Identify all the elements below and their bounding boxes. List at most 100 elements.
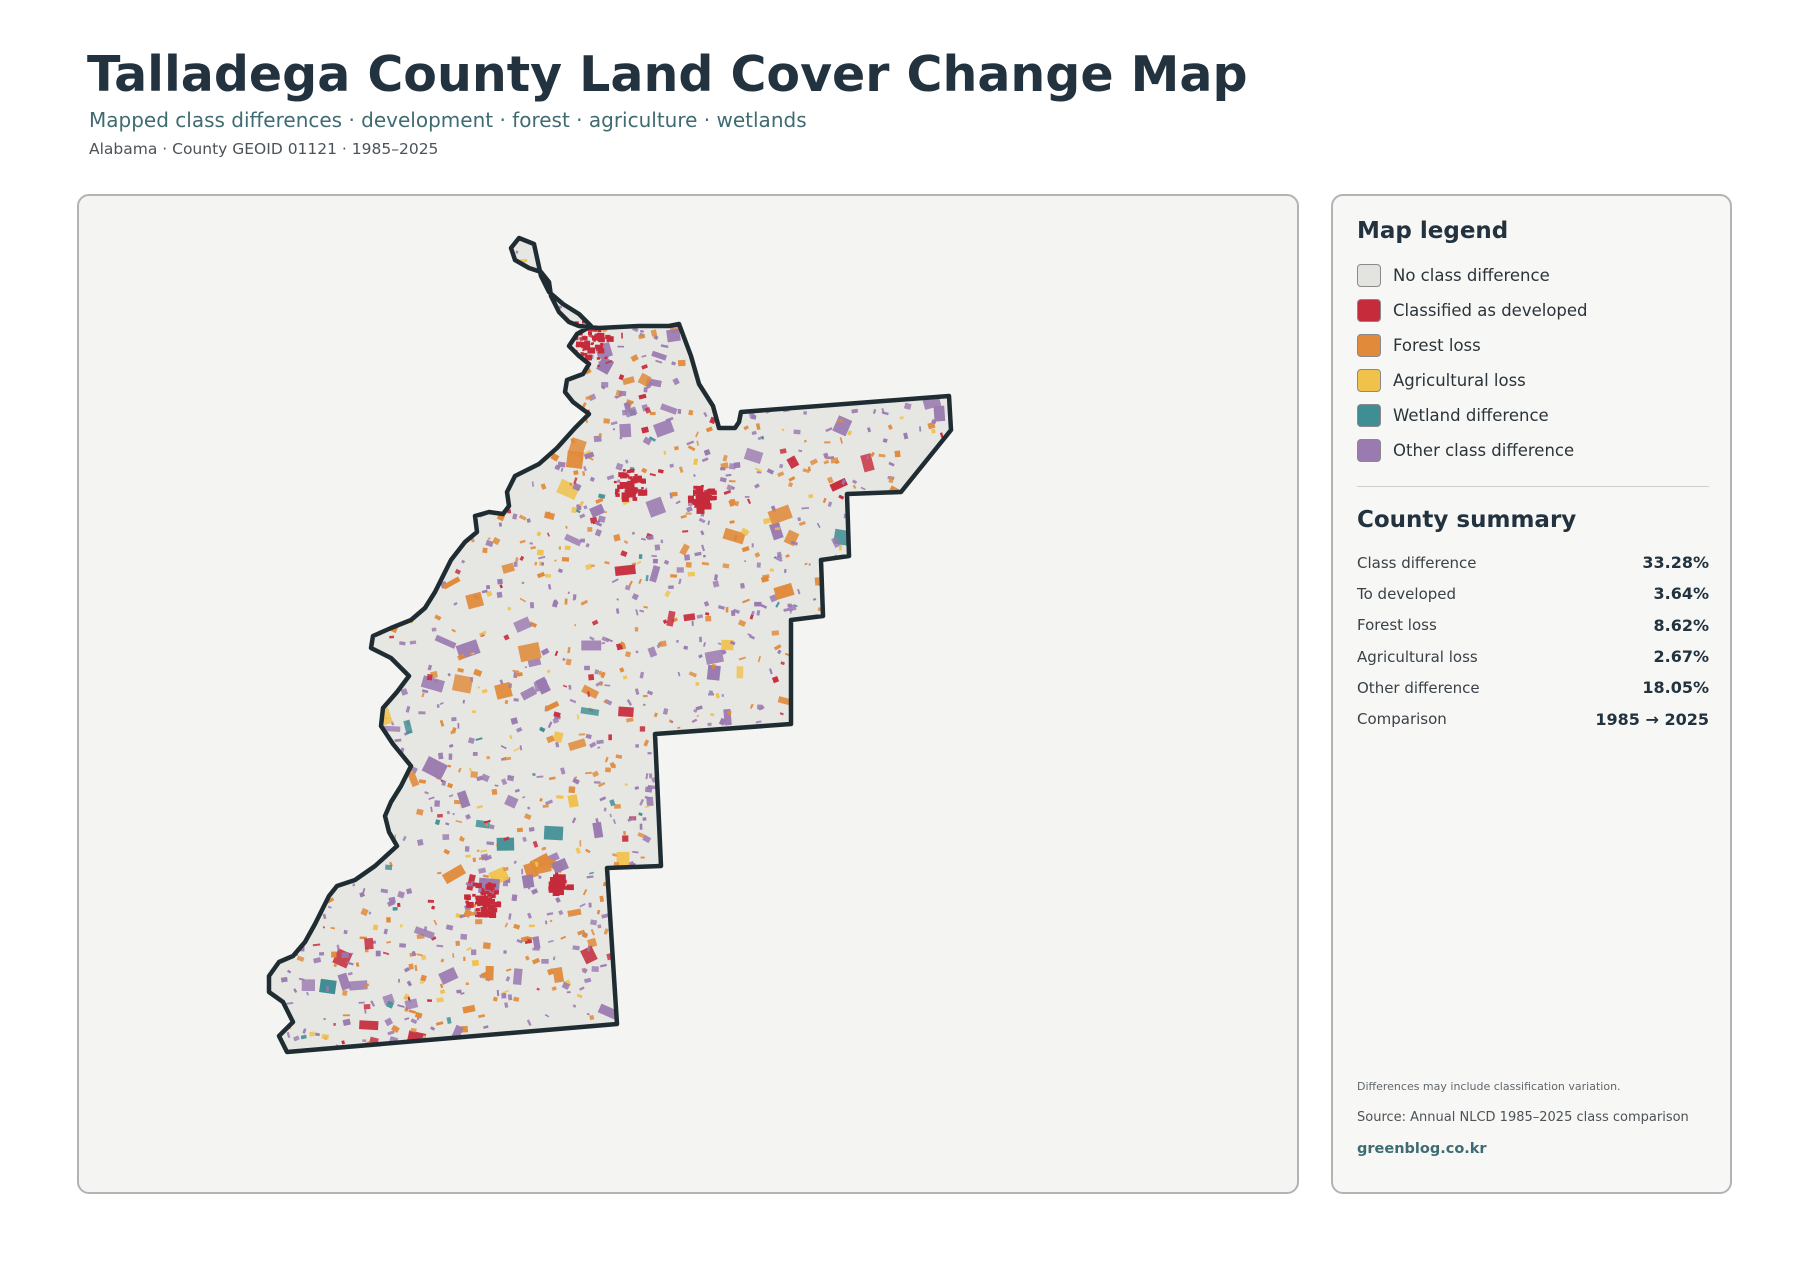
change-patch xyxy=(336,944,341,952)
change-patch xyxy=(359,715,365,721)
developed-patch xyxy=(557,877,563,882)
change-patch xyxy=(879,360,887,366)
change-patch xyxy=(641,354,647,358)
change-patch xyxy=(737,271,742,278)
change-patch xyxy=(910,313,915,318)
change-patch xyxy=(345,661,363,676)
change-patch xyxy=(682,530,689,533)
change-patch xyxy=(442,544,451,551)
change-patch xyxy=(851,683,856,689)
change-patch xyxy=(566,991,571,994)
change-patch xyxy=(891,515,896,520)
change-patch xyxy=(340,328,344,335)
change-patch xyxy=(853,503,858,508)
change-patch xyxy=(481,589,488,594)
change-patch xyxy=(729,890,734,895)
change-patch xyxy=(826,974,831,980)
change-patch xyxy=(328,381,336,389)
change-patch xyxy=(733,995,740,999)
change-patch xyxy=(359,532,366,536)
change-patch xyxy=(649,472,656,477)
change-patch xyxy=(321,546,334,561)
change-patch xyxy=(546,249,552,254)
change-patch xyxy=(860,453,875,473)
change-patch xyxy=(421,692,425,698)
change-patch xyxy=(450,730,456,735)
change-patch xyxy=(311,238,320,240)
change-patch xyxy=(513,923,521,930)
change-patch xyxy=(828,624,833,627)
change-patch xyxy=(368,264,375,270)
change-patch xyxy=(462,1004,476,1014)
change-patch xyxy=(353,444,360,450)
change-patch xyxy=(350,564,362,578)
county-outline xyxy=(266,235,954,1055)
change-patch xyxy=(798,823,807,830)
change-patch xyxy=(825,343,849,356)
change-patch xyxy=(289,925,297,931)
change-patch xyxy=(668,776,683,791)
change-patch xyxy=(545,302,551,308)
change-patch xyxy=(369,612,379,620)
change-patch xyxy=(688,282,691,288)
change-patch xyxy=(543,255,551,261)
change-patch xyxy=(847,725,851,732)
change-patch xyxy=(509,323,513,328)
change-patch xyxy=(614,313,622,320)
change-patch xyxy=(934,762,941,766)
change-patch xyxy=(779,765,785,771)
brand-link[interactable]: greenblog.co.kr xyxy=(1357,1141,1487,1157)
change-patch xyxy=(851,408,859,414)
change-patch xyxy=(476,775,484,782)
change-patch xyxy=(470,771,478,778)
change-patch xyxy=(839,437,843,444)
change-patch xyxy=(416,1017,420,1021)
change-patch xyxy=(859,819,875,831)
change-patch xyxy=(612,818,617,825)
change-patch xyxy=(358,1001,365,1004)
change-patch xyxy=(643,924,649,931)
change-patch xyxy=(662,619,668,624)
change-patch xyxy=(782,364,801,379)
change-patch xyxy=(513,295,522,303)
change-patch xyxy=(508,683,513,689)
change-patch xyxy=(700,513,705,517)
change-patch xyxy=(896,515,901,521)
change-patch xyxy=(917,288,925,295)
change-patch xyxy=(751,543,754,548)
change-patch xyxy=(357,499,380,518)
change-patch xyxy=(647,752,652,755)
change-patch xyxy=(877,861,885,869)
change-patch xyxy=(269,1024,275,1031)
change-patch xyxy=(525,955,530,961)
change-patch xyxy=(761,436,765,440)
change-patch xyxy=(666,309,669,313)
change-patch xyxy=(559,373,567,378)
change-patch xyxy=(589,871,594,875)
developed-patch xyxy=(557,884,565,891)
map-panel[interactable]: N xyxy=(77,194,1299,1194)
county-map[interactable] xyxy=(79,196,1299,1194)
change-patch xyxy=(501,778,508,786)
change-patch xyxy=(838,494,845,500)
change-patch xyxy=(680,514,687,519)
change-patch xyxy=(276,818,280,823)
change-patch xyxy=(310,421,319,428)
change-patch xyxy=(900,1024,904,1030)
developed-patch xyxy=(494,901,502,908)
change-patch xyxy=(386,579,404,591)
change-patch xyxy=(528,924,535,928)
change-patch xyxy=(597,746,601,749)
change-patch xyxy=(664,590,671,598)
summary-row: To developed 3.64% xyxy=(1357,578,1709,609)
change-patch xyxy=(508,292,512,298)
change-patch xyxy=(518,514,527,521)
change-patch xyxy=(530,602,535,609)
change-patch xyxy=(405,238,413,243)
change-patch xyxy=(424,525,429,532)
change-patch xyxy=(418,779,427,784)
change-patch xyxy=(610,301,620,310)
change-patch xyxy=(487,316,493,324)
change-patch xyxy=(793,910,797,917)
change-patch xyxy=(760,373,766,379)
